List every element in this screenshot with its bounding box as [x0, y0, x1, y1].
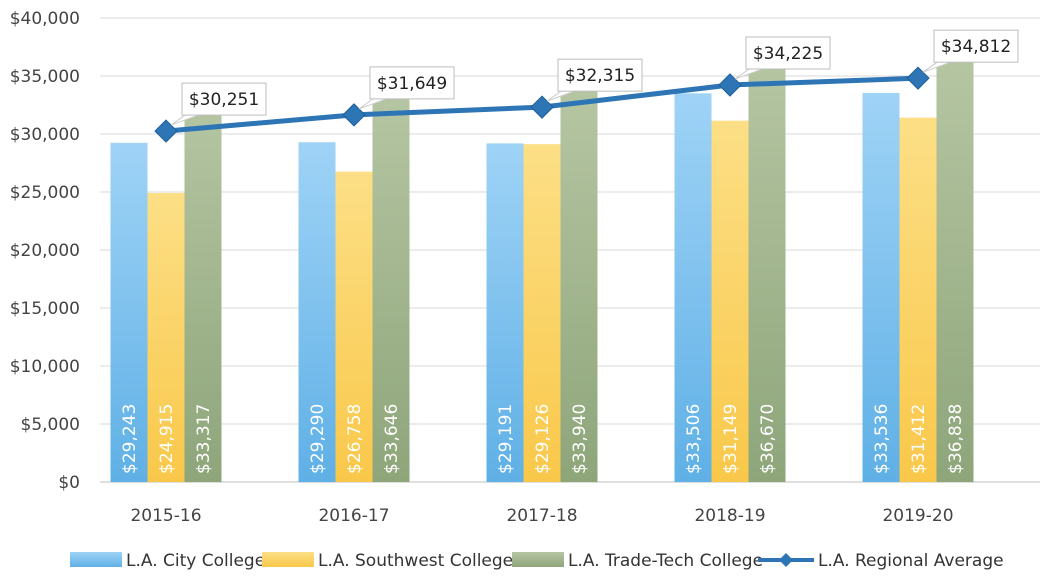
bar-data-label: $29,243: [120, 404, 140, 474]
x-tick-label: 2016-17: [318, 506, 389, 526]
y-tick-label: $25,000: [10, 183, 80, 203]
line-point-marker: [342, 103, 366, 127]
x-tick-label: 2017-18: [506, 506, 577, 526]
bar-l-a-trade-tech-college-2018-19: [748, 56, 786, 483]
bar-data-label: $33,506: [684, 404, 704, 474]
y-axis-ticks: $0 $5,000 $10,000 $15,000 $20,000 $25,000 $30,…: [10, 9, 80, 493]
bars: $29,243 $24,915 $33,317 $29,290 $26,758 $33,6…: [110, 54, 974, 483]
line-data-label: $32,315: [565, 66, 635, 86]
bar-l-a-city-college-2016-17: [298, 142, 336, 482]
y-tick-label: $40,000: [10, 9, 80, 29]
bar-data-label: $36,838: [946, 404, 966, 474]
line-point-marker: [906, 66, 930, 90]
bar-data-label: $36,670: [758, 404, 778, 474]
bar-l-a-city-college-2017-18: [486, 143, 524, 482]
bar-l-a-southwest-college-2016-17: [335, 171, 373, 483]
bar-l-a-southwest-college-2017-18: [523, 144, 561, 482]
bar-data-label: $26,758: [345, 404, 365, 474]
x-tick-label: 2015-16: [130, 506, 201, 526]
line-data-label: $34,812: [941, 37, 1011, 57]
bar-l-a-trade-tech-college-2015-16: [184, 95, 222, 482]
x-axis-categories: 2015-16 2016-17 2017-18 2018-19 2019-20: [130, 506, 953, 526]
line-data-label: $34,225: [753, 44, 823, 64]
line-point-marker: [154, 119, 178, 143]
bar-data-label: $33,536: [872, 404, 892, 474]
bar-data-label: $24,915: [157, 404, 177, 474]
y-tick-label: $20,000: [10, 241, 80, 261]
y-tick-label: $10,000: [10, 357, 80, 377]
bar-data-label: $31,412: [909, 404, 929, 474]
y-tick-label: $5,000: [21, 415, 80, 435]
bar-l-a-city-college-2018-19: [674, 93, 712, 483]
bar-l-a-trade-tech-college-2017-18: [560, 88, 598, 483]
legend: L.A. City College L.A. Southwest College L…: [70, 551, 1004, 571]
legend-marker: [779, 553, 793, 567]
bar-l-a-city-college-2019-20: [862, 92, 900, 483]
bar-l-a-southwest-college-2015-16: [147, 192, 185, 482]
bar-l-a-city-college-2015-16: [110, 142, 148, 483]
callout-box: [181, 82, 267, 116]
bar-data-label: $29,191: [496, 404, 516, 474]
callout-box: [557, 58, 643, 92]
bar-l-a-trade-tech-college-2016-17: [372, 91, 410, 483]
line-data-label: $31,649: [377, 74, 447, 94]
bar-l-a-southwest-college-2018-19: [711, 120, 749, 482]
legend-label: L.A. Southwest College: [318, 551, 513, 571]
legend-swatch: [262, 552, 314, 567]
y-tick-label: $15,000: [10, 299, 80, 319]
line-point-marker: [718, 73, 742, 97]
bar-data-label: $33,646: [382, 404, 402, 474]
legend-swatch: [70, 552, 122, 567]
callout-box: [933, 29, 1019, 63]
bar-l-a-southwest-college-2019-20: [899, 117, 937, 483]
legend-label: L.A. City College: [126, 551, 265, 571]
bar-data-label: $29,126: [533, 404, 553, 474]
x-tick-label: 2019-20: [882, 506, 953, 526]
bar-data-label: $31,149: [721, 404, 741, 474]
y-tick-label: $35,000: [10, 67, 80, 87]
bar-data-label: $33,317: [194, 404, 214, 474]
y-tick-label: $30,000: [10, 125, 80, 145]
legend-label: L.A. Trade-Tech College: [568, 551, 763, 571]
callout-box: [369, 66, 455, 100]
regional-average-line: $30,251 $31,649 $32,315 $34,225 $34,812: [154, 29, 1019, 143]
line-point-marker: [530, 95, 554, 119]
x-tick-label: 2018-19: [694, 506, 765, 526]
bar-data-label: $33,940: [570, 404, 590, 474]
line-data-label: $30,251: [189, 90, 259, 110]
y-tick-label: $0: [58, 473, 80, 493]
bar-data-label: $29,290: [308, 404, 328, 474]
bar-l-a-trade-tech-college-2019-20: [936, 54, 974, 482]
callout-box: [745, 36, 831, 70]
legend-swatch: [512, 552, 564, 567]
legend-label: L.A. Regional Average: [818, 551, 1004, 571]
